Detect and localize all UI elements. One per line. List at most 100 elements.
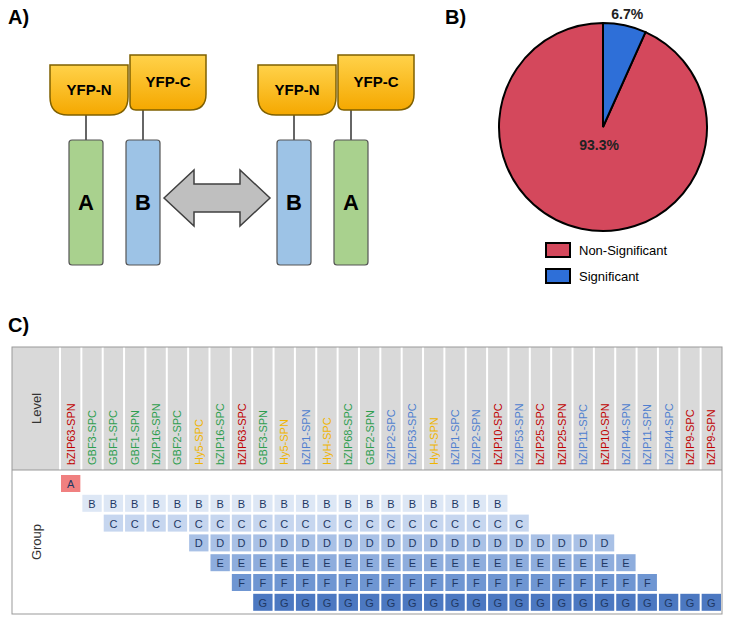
svg-text:B: B bbox=[286, 190, 302, 215]
svg-text:E: E bbox=[622, 557, 629, 569]
svg-text:GBF2-SPN: GBF2-SPN bbox=[364, 410, 376, 465]
svg-text:HyH-SPC: HyH-SPC bbox=[321, 417, 333, 465]
svg-text:bZIP1-SPN: bZIP1-SPN bbox=[300, 409, 312, 465]
svg-text:F: F bbox=[494, 577, 501, 589]
svg-text:G: G bbox=[643, 597, 652, 609]
svg-text:C: C bbox=[109, 518, 117, 530]
svg-text:E: E bbox=[281, 557, 288, 569]
svg-text:A: A bbox=[343, 190, 359, 215]
svg-text:D: D bbox=[430, 537, 438, 549]
svg-text:E: E bbox=[494, 557, 501, 569]
svg-text:G: G bbox=[515, 597, 524, 609]
svg-text:F: F bbox=[558, 577, 565, 589]
svg-text:GBF1-SPN: GBF1-SPN bbox=[129, 410, 141, 465]
svg-text:C: C bbox=[366, 518, 374, 530]
svg-text:D: D bbox=[259, 537, 267, 549]
svg-text:D: D bbox=[280, 537, 288, 549]
svg-text:E: E bbox=[558, 557, 565, 569]
svg-text:6.7%: 6.7% bbox=[611, 6, 643, 22]
svg-text:F: F bbox=[452, 577, 459, 589]
svg-text:C: C bbox=[131, 518, 139, 530]
svg-text:B: B bbox=[131, 498, 138, 510]
svg-text:GBF3-SPC: GBF3-SPC bbox=[86, 410, 98, 465]
svg-text:bZIP63-SPC: bZIP63-SPC bbox=[236, 403, 248, 465]
svg-text:F: F bbox=[601, 577, 608, 589]
svg-text:F: F bbox=[302, 577, 309, 589]
svg-text:C: C bbox=[238, 518, 246, 530]
svg-text:C: C bbox=[216, 518, 224, 530]
svg-text:B: B bbox=[259, 498, 266, 510]
svg-text:E: E bbox=[451, 557, 458, 569]
svg-text:B: B bbox=[387, 498, 394, 510]
svg-text:C: C bbox=[173, 518, 181, 530]
svg-text:C: C bbox=[280, 518, 288, 530]
svg-text:E: E bbox=[238, 557, 245, 569]
svg-text:A): A) bbox=[8, 6, 29, 28]
svg-text:D: D bbox=[579, 537, 587, 549]
svg-text:D: D bbox=[537, 537, 545, 549]
svg-text:D: D bbox=[472, 537, 480, 549]
svg-text:B: B bbox=[216, 498, 223, 510]
svg-text:B: B bbox=[409, 498, 416, 510]
svg-text:D: D bbox=[451, 537, 459, 549]
svg-text:E: E bbox=[580, 557, 587, 569]
svg-text:E: E bbox=[515, 557, 522, 569]
svg-text:bZIP9-SPC: bZIP9-SPC bbox=[684, 409, 696, 465]
svg-text:F: F bbox=[345, 577, 352, 589]
svg-text:G: G bbox=[280, 597, 289, 609]
svg-text:G: G bbox=[365, 597, 374, 609]
svg-text:bZIP53-SPC: bZIP53-SPC bbox=[406, 403, 418, 465]
svg-text:C: C bbox=[494, 518, 502, 530]
svg-text:C: C bbox=[515, 518, 523, 530]
svg-text:C: C bbox=[195, 518, 203, 530]
svg-text:F: F bbox=[430, 577, 437, 589]
svg-text:G: G bbox=[472, 597, 481, 609]
svg-text:G: G bbox=[387, 597, 396, 609]
svg-text:D: D bbox=[558, 537, 566, 549]
svg-text:B: B bbox=[135, 190, 151, 215]
svg-text:B: B bbox=[323, 498, 330, 510]
svg-text:G: G bbox=[408, 597, 417, 609]
svg-text:B): B) bbox=[445, 6, 466, 28]
svg-text:C): C) bbox=[8, 314, 29, 336]
svg-text:B: B bbox=[494, 498, 501, 510]
svg-text:YFP-C: YFP-C bbox=[146, 73, 191, 90]
svg-text:B: B bbox=[430, 498, 437, 510]
svg-text:F: F bbox=[580, 577, 587, 589]
svg-text:D: D bbox=[344, 537, 352, 549]
svg-text:G: G bbox=[493, 597, 502, 609]
svg-text:Level: Level bbox=[29, 393, 44, 424]
svg-text:E: E bbox=[216, 557, 223, 569]
svg-text:bZIP9-SPN: bZIP9-SPN bbox=[705, 409, 717, 465]
svg-text:bZIP25-SPN: bZIP25-SPN bbox=[556, 403, 568, 465]
svg-text:F: F bbox=[537, 577, 544, 589]
svg-text:B: B bbox=[473, 498, 480, 510]
svg-text:G: G bbox=[664, 597, 673, 609]
svg-text:C: C bbox=[152, 518, 160, 530]
svg-text:B: B bbox=[88, 498, 95, 510]
svg-text:GBF1-SPC: GBF1-SPC bbox=[107, 410, 119, 465]
svg-text:G: G bbox=[301, 597, 310, 609]
svg-text:B: B bbox=[302, 498, 309, 510]
svg-text:bZIP10-SPC: bZIP10-SPC bbox=[492, 403, 504, 465]
svg-text:C: C bbox=[302, 518, 310, 530]
svg-text:bZIP11-SPN: bZIP11-SPN bbox=[641, 404, 653, 465]
svg-text:D: D bbox=[408, 537, 416, 549]
svg-text:C: C bbox=[387, 518, 395, 530]
svg-text:C: C bbox=[408, 518, 416, 530]
svg-text:G: G bbox=[686, 597, 695, 609]
svg-text:D: D bbox=[601, 537, 609, 549]
svg-text:D: D bbox=[515, 537, 523, 549]
svg-text:B: B bbox=[110, 498, 117, 510]
svg-text:C: C bbox=[430, 518, 438, 530]
svg-text:E: E bbox=[366, 557, 373, 569]
svg-text:Hy5-SPC: Hy5-SPC bbox=[193, 419, 205, 465]
svg-text:E: E bbox=[345, 557, 352, 569]
svg-text:bZIP10-SPN: bZIP10-SPN bbox=[599, 403, 611, 465]
svg-text:A: A bbox=[67, 478, 75, 490]
svg-text:bZIP44-SPN: bZIP44-SPN bbox=[620, 403, 632, 465]
svg-text:E: E bbox=[387, 557, 394, 569]
svg-text:G: G bbox=[429, 597, 438, 609]
svg-text:F: F bbox=[366, 577, 373, 589]
svg-text:F: F bbox=[281, 577, 288, 589]
